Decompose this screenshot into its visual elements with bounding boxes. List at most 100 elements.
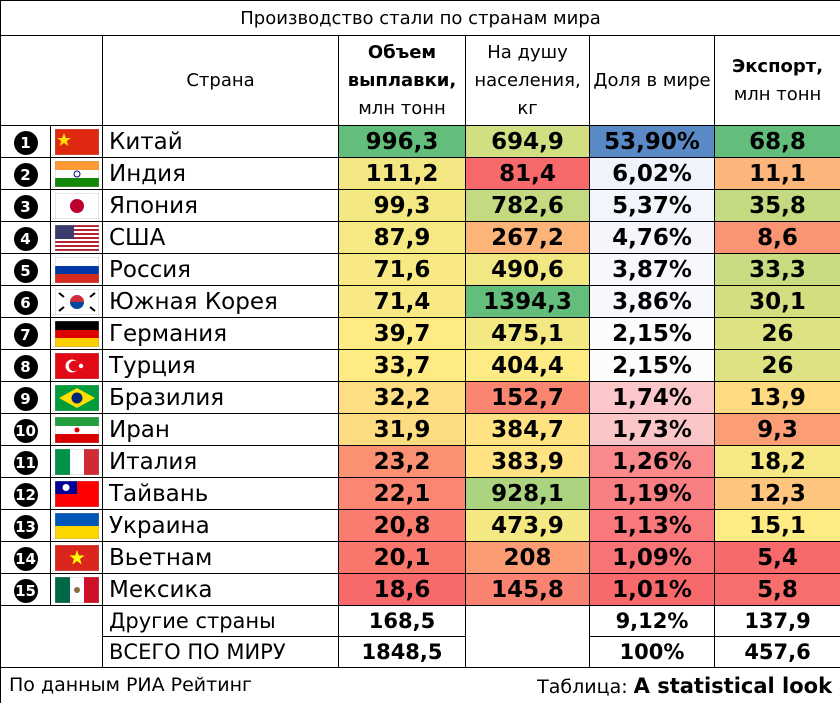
flag-icon	[54, 384, 99, 411]
rank-cell: 13	[0, 509, 51, 542]
flag-icon	[54, 224, 99, 251]
rank-cell: 1	[0, 125, 51, 158]
flag-icon	[54, 416, 99, 443]
rank-cell: 5	[0, 253, 51, 286]
others-label: Другие страны	[102, 605, 339, 637]
export-value: 13,9	[713, 381, 840, 414]
volume-value: 168,5	[338, 605, 466, 637]
per-capita-value: 694,9	[465, 125, 590, 158]
per-capita-value: 404,4	[465, 349, 590, 382]
others-row: Другие страны 168,5 9,12% 137,9	[0, 605, 840, 668]
data-row: 10 Иран 31,9 384,7 1,73% 9,3	[0, 413, 840, 446]
volume-value: 99,3	[338, 189, 466, 222]
flag-icon	[54, 480, 99, 507]
per-capita-value: 475,1	[465, 317, 590, 350]
flag-cell	[50, 413, 103, 446]
header-per-capita: На душу населения, кг	[465, 35, 590, 126]
country-name: Украина	[102, 509, 339, 542]
rank-badge: 15	[13, 579, 38, 603]
flag-cell	[50, 541, 103, 574]
flag-icon	[54, 128, 99, 155]
country-name: Вьетнам	[102, 541, 339, 574]
flag-icon	[54, 160, 99, 187]
rank-badge: 7	[13, 323, 38, 347]
flag-icon	[54, 288, 99, 315]
flag-icon	[54, 320, 99, 347]
export-value: 137,9	[713, 605, 840, 637]
volume-value: 111,2	[338, 157, 466, 190]
rank-cell: 6	[0, 285, 51, 318]
share-value: 2,15%	[589, 317, 715, 350]
header-blank	[0, 35, 103, 126]
blank-cell	[0, 605, 103, 668]
header-country: Страна	[102, 35, 339, 126]
export-value: 12,3	[713, 477, 840, 510]
data-row: 14 Вьетнам 20,1 208 1,09% 5,4	[0, 541, 840, 574]
country-name: Китай	[102, 125, 339, 158]
flag-cell	[50, 573, 103, 606]
volume-value: 71,6	[338, 253, 466, 286]
country-name: Иран	[102, 413, 339, 446]
blank-cell	[465, 605, 590, 668]
share-value: 1,73%	[589, 413, 715, 446]
source: По данным РИА Рейтинг	[9, 673, 252, 696]
country-name: Тайвань	[102, 477, 339, 510]
export-value: 5,4	[713, 541, 840, 574]
data-row: 1 Китай 996,3 694,9 53,90% 68,8	[0, 125, 840, 158]
data-row: 12 Тайвань 22,1 928,1 1,19% 12,3	[0, 477, 840, 510]
rank-badge: 6	[13, 291, 38, 315]
rank-cell: 9	[0, 381, 51, 414]
rank-cell: 3	[0, 189, 51, 222]
flag-cell	[50, 221, 103, 254]
rank-badge: 1	[13, 131, 38, 155]
share-value: 53,90%	[589, 125, 715, 158]
export-value: 5,8	[713, 573, 840, 606]
table-title: Производство стали по странам мира	[0, 0, 840, 36]
export-value: 33,3	[713, 253, 840, 286]
per-capita-value: 208	[465, 541, 590, 574]
flag-icon	[54, 544, 99, 571]
share-value: 4,76%	[589, 221, 715, 254]
header-export: Экспорт, млн тонн	[713, 35, 840, 126]
volume-value: 71,4	[338, 285, 466, 318]
country-name: США	[102, 221, 339, 254]
volume-value: 32,2	[338, 381, 466, 414]
export-value: 15,1	[713, 509, 840, 542]
flag-cell	[50, 317, 103, 350]
data-row: 4 США 87,9 267,2 4,76% 8,6	[0, 221, 840, 254]
data-row: 2 Индия 111,2 81,4 6,02% 11,1	[0, 157, 840, 190]
flag-icon	[54, 256, 99, 283]
header-volume: Объем выплавки, млн тонн	[338, 35, 466, 126]
share-value: 5,37%	[589, 189, 715, 222]
country-name: Индия	[102, 157, 339, 190]
data-row: 8 Турция 33,7 404,4 2,15% 26	[0, 349, 840, 382]
data-row: 9 Бразилия 32,2 152,7 1,74% 13,9	[0, 381, 840, 414]
share-value: 6,02%	[589, 157, 715, 190]
header-share: Доля в мире	[589, 35, 715, 126]
volume-value: 996,3	[338, 125, 466, 158]
rank-badge: 8	[13, 355, 38, 379]
per-capita-value: 1394,3	[465, 285, 590, 318]
flag-cell	[50, 509, 103, 542]
country-name: Турция	[102, 349, 339, 382]
rank-cell: 11	[0, 445, 51, 478]
footer: По данным РИА Рейтинг Таблица: A statisti…	[0, 667, 840, 703]
flag-icon	[54, 448, 99, 475]
volume-value: 18,6	[338, 573, 466, 606]
export-value: 18,2	[713, 445, 840, 478]
country-name: Германия	[102, 317, 339, 350]
per-capita-value: 384,7	[465, 413, 590, 446]
credit: Таблица: A statistical look	[537, 674, 832, 698]
volume-value: 23,2	[338, 445, 466, 478]
flag-cell	[50, 445, 103, 478]
volume-value: 33,7	[338, 349, 466, 382]
flag-cell	[50, 189, 103, 222]
share-value: 1,09%	[589, 541, 715, 574]
rank-cell: 14	[0, 541, 51, 574]
header-unit: млн тонн	[358, 97, 446, 119]
share-value: 1,13%	[589, 509, 715, 542]
share-value: 1,19%	[589, 477, 715, 510]
export-value: 30,1	[713, 285, 840, 318]
